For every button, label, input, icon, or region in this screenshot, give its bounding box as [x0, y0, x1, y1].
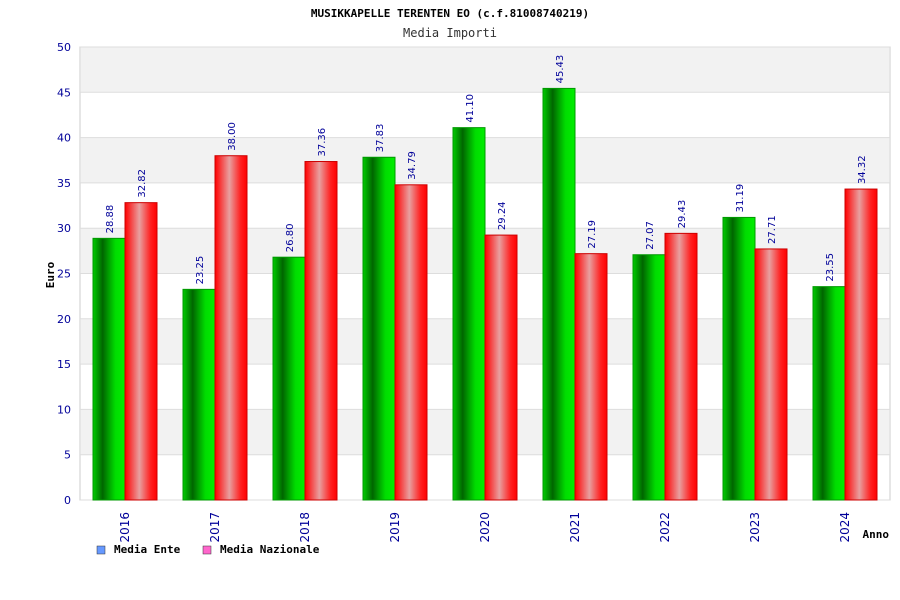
- bar-media-ente: [272, 256, 306, 501]
- value-label: 23.25: [195, 256, 206, 285]
- value-label: 38.00: [227, 122, 238, 151]
- x-tick-label: 2022: [658, 512, 672, 543]
- x-tick-label: 2017: [208, 512, 222, 543]
- x-tick-label: 2023: [748, 512, 762, 543]
- value-label: 37.83: [375, 124, 386, 153]
- bar-media-nazionale: [574, 253, 608, 501]
- x-tick-label: 2018: [298, 512, 312, 543]
- chart-subtitle: Media Importi: [403, 26, 497, 40]
- x-tick-label: 2016: [118, 512, 132, 543]
- y-axis-label: Euro: [44, 261, 57, 288]
- y-axis-ticks: 0 5 10 15 20 25 30 35 40 45 50: [57, 41, 71, 507]
- bar-media-nazionale: [394, 184, 428, 501]
- x-tick-label: 2024: [838, 512, 852, 543]
- bar-media-ente: [632, 254, 666, 501]
- legend-swatch: [96, 545, 106, 555]
- y-tick-label: 5: [64, 449, 71, 462]
- value-label: 27.07: [645, 221, 656, 250]
- legend-label: Media Ente: [114, 543, 181, 556]
- legend: Media Ente Media Nazionale: [96, 543, 320, 556]
- y-tick-label: 30: [57, 222, 71, 235]
- value-label: 34.79: [407, 151, 418, 180]
- bar-media-nazionale: [214, 155, 248, 501]
- value-label: 27.71: [767, 215, 778, 244]
- value-label: 23.55: [825, 253, 836, 282]
- bar-media-ente: [92, 237, 126, 501]
- bar-media-ente: [452, 127, 486, 501]
- value-label: 32.82: [137, 169, 148, 198]
- bar-media-nazionale: [664, 232, 698, 501]
- y-tick-label: 0: [64, 494, 71, 507]
- y-tick-label: 15: [57, 358, 71, 371]
- bar-media-ente: [722, 216, 756, 501]
- value-label: 37.36: [317, 128, 328, 157]
- x-tick-label: 2021: [568, 512, 582, 543]
- chart-title: MUSIKKAPELLE TERENTEN EO (c.f.8100874021…: [311, 7, 589, 20]
- value-labels: 28.88 32.82 23.25 38.00 26.80 37.36 37.83 34.79…: [105, 55, 868, 285]
- value-label: 27.19: [587, 220, 598, 249]
- bar-media-nazionale: [304, 161, 338, 501]
- y-tick-label: 25: [57, 268, 71, 281]
- bar-media-nazionale: [754, 248, 788, 501]
- y-tick-label: 50: [57, 41, 71, 54]
- value-label: 28.88: [105, 205, 116, 234]
- bar-media-ente: [812, 286, 846, 501]
- value-label: 29.43: [677, 200, 688, 229]
- y-tick-label: 20: [57, 313, 71, 326]
- grid-band: [81, 47, 889, 93]
- value-label: 26.80: [285, 224, 296, 253]
- y-tick-label: 10: [57, 403, 71, 416]
- value-label: 41.10: [465, 94, 476, 123]
- y-tick-label: 45: [57, 86, 71, 99]
- y-tick-label: 40: [57, 132, 71, 145]
- x-axis-label: Anno: [863, 528, 890, 541]
- legend-swatch: [202, 545, 212, 555]
- y-tick-label: 35: [57, 177, 71, 190]
- bar-media-nazionale: [844, 188, 878, 501]
- x-tick-label: 2019: [388, 512, 402, 543]
- value-label: 29.24: [497, 201, 508, 230]
- value-label: 34.32: [857, 155, 868, 184]
- value-label: 31.19: [735, 184, 746, 213]
- bar-media-ente: [542, 87, 576, 501]
- value-label: 45.43: [555, 55, 566, 84]
- bar-media-nazionale: [484, 234, 518, 501]
- bar-media-nazionale: [124, 202, 158, 501]
- x-tick-label: 2020: [478, 512, 492, 543]
- bar-media-ente: [362, 156, 396, 501]
- x-axis-ticks: 2016 2017 2018 2019 2020 2021 2022 2023 2024: [118, 512, 852, 543]
- bar-media-ente: [182, 288, 216, 501]
- legend-label: Media Nazionale: [220, 543, 320, 556]
- bars: [92, 87, 878, 501]
